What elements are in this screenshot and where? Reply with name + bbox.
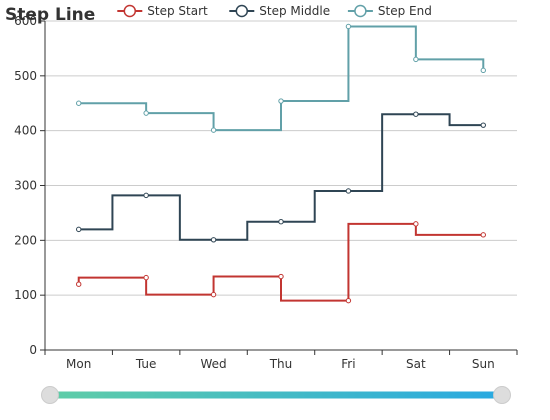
x-tick-label: Fri: [341, 357, 355, 371]
zoom-handle-start[interactable]: [41, 386, 59, 404]
x-tick-label: Sun: [472, 357, 495, 371]
data-point: [143, 110, 149, 116]
data-point: [480, 122, 486, 128]
data-point: [413, 111, 419, 117]
series-line-1: [77, 222, 484, 302]
x-tick-label: Tue: [135, 357, 157, 371]
grid-lines: [45, 20, 517, 296]
series-layer: [76, 23, 486, 304]
x-tick-label: Sat: [406, 357, 426, 371]
y-tick-label: 400: [14, 124, 37, 138]
data-point: [413, 56, 419, 63]
y-tick-label: 200: [14, 233, 37, 247]
legend-circle-icon: [354, 4, 367, 18]
data-point: [278, 218, 284, 225]
data-point: [480, 67, 486, 74]
data-point: [278, 273, 284, 280]
data-point: [143, 192, 149, 199]
zoom-track[interactable]: [50, 391, 502, 399]
data-point: [210, 291, 217, 298]
data-point: [345, 297, 352, 304]
data-point: [143, 274, 149, 281]
legend[interactable]: Step Start Step Middle Step End: [117, 4, 432, 18]
y-tick-label: 100: [14, 288, 37, 302]
legend-item-2[interactable]: Step Middle: [229, 4, 330, 18]
data-zoom-slider[interactable]: [41, 386, 511, 404]
y-tick-label: 500: [14, 69, 37, 83]
legend-item-3[interactable]: Step End: [347, 4, 432, 18]
legend-label: Step End: [378, 4, 432, 18]
y-tick-label: 0: [29, 343, 37, 357]
x-tick-label: Wed: [200, 357, 226, 371]
legend-circle-icon: [235, 4, 249, 18]
data-point: [278, 98, 284, 104]
data-point: [345, 23, 352, 30]
y-tick-label: 300: [14, 179, 37, 193]
data-point: [76, 100, 82, 106]
data-point: [210, 237, 217, 243]
data-point: [480, 232, 486, 238]
data-point: [76, 281, 82, 287]
legend-item-1[interactable]: Step Start: [117, 4, 208, 18]
data-point: [413, 221, 419, 227]
chart-title: Step Line: [5, 5, 95, 25]
data-point: [76, 226, 82, 233]
zoom-handle-end[interactable]: [493, 386, 511, 404]
data-point: [345, 188, 352, 194]
legend-label: Step Middle: [259, 4, 330, 18]
axes: 0 100 200 300 400 500 600 Mon Tue Wed Thu Fri Sat Sun: [14, 14, 518, 371]
legend-label: Step Start: [147, 4, 208, 18]
y-tick-label: 600: [14, 14, 37, 28]
x-tick-label: Mon: [66, 357, 91, 371]
x-tick-label: Thu: [269, 357, 293, 371]
data-point: [210, 127, 217, 133]
legend-circle-icon: [123, 4, 137, 18]
